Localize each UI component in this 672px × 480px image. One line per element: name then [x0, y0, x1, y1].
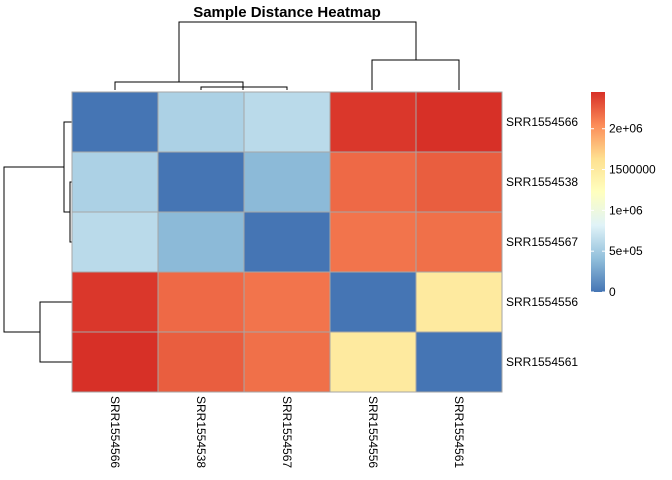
heatmap-cell — [243, 331, 331, 393]
heatmap-cell — [415, 91, 503, 153]
heatmap-cell — [415, 151, 503, 213]
heatmap-cell — [329, 151, 417, 213]
legend-tick-label: 0 — [609, 285, 616, 299]
heatmap-cells — [71, 91, 503, 393]
column-label: SRR1554538 — [194, 396, 208, 468]
legend-tick-label: 1500000 — [609, 163, 656, 177]
row-label: SRR1554566 — [506, 115, 578, 129]
heatmap-cell — [71, 211, 159, 273]
heatmap-cell — [243, 211, 331, 273]
column-label: SRR1554561 — [452, 396, 466, 468]
legend-ticks: 0 5e+05 1e+06 1500000 2e+06 — [591, 122, 656, 299]
heatmap-cell — [157, 91, 245, 153]
row-label: SRR1554561 — [506, 355, 578, 369]
heatmap-cell — [329, 211, 417, 273]
column-labels: SRR1554566 SRR1554538 SRR1554567 SRR1554556… — [108, 396, 466, 468]
heatmap-cell — [415, 331, 503, 393]
heatmap-cell — [243, 151, 331, 213]
heatmap-cell — [243, 91, 331, 153]
row-dendrogram — [3, 121, 72, 363]
legend-tick-label: 2e+06 — [609, 122, 643, 136]
row-labels: SRR1554566 SRR1554538 SRR1554567 SRR1554556… — [506, 115, 578, 369]
column-dendrogram — [114, 21, 460, 90]
row-label: SRR1554556 — [506, 295, 578, 309]
column-label: SRR1554567 — [280, 396, 294, 468]
legend-tick-label: 5e+05 — [609, 244, 643, 258]
color-legend: 0 5e+05 1e+06 1500000 2e+06 — [591, 92, 656, 299]
legend-tick-label: 1e+06 — [609, 203, 643, 217]
heatmap-cell — [71, 271, 159, 333]
heatmap-cell — [415, 211, 503, 273]
column-label: SRR1554556 — [366, 396, 380, 468]
heatmap-cell — [157, 271, 245, 333]
heatmap-cell — [157, 331, 245, 393]
heatmap-cell — [71, 91, 159, 153]
heatmap-cell — [157, 151, 245, 213]
heatmap-cell — [415, 271, 503, 333]
chart-title: Sample Distance Heatmap — [193, 4, 381, 21]
heatmap-cell — [329, 331, 417, 393]
legend-color-bar — [591, 92, 605, 292]
row-label: SRR1554567 — [506, 235, 578, 249]
heatmap-cell — [71, 151, 159, 213]
heatmap-cell — [329, 91, 417, 153]
heatmap-cell — [71, 331, 159, 393]
row-label: SRR1554538 — [506, 175, 578, 189]
column-label: SRR1554566 — [108, 396, 122, 468]
heatmap-cell — [243, 271, 331, 333]
heatmap-cell — [157, 211, 245, 273]
heatmap-cell — [329, 271, 417, 333]
